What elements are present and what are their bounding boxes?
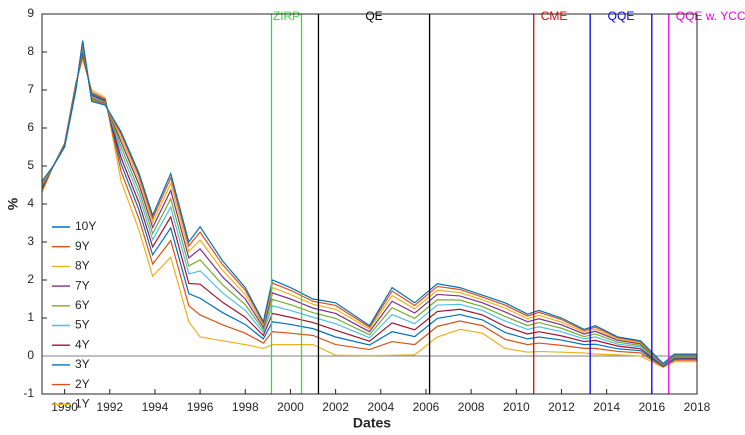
x-tick-label: 2016 [638, 400, 665, 414]
legend-label: 10Y [75, 219, 96, 233]
x-tick-label: 2018 [684, 400, 711, 414]
x-tick-label: 1994 [142, 400, 169, 414]
y-tick-label: 5 [27, 158, 34, 172]
series-line [41, 48, 697, 366]
x-tick-label: 1992 [96, 400, 123, 414]
x-tick-label: 1996 [187, 400, 214, 414]
legend-label: 6Y [75, 298, 90, 312]
x-tick-label: 2014 [593, 400, 620, 414]
series-line [41, 46, 697, 366]
x-tick-label: 2006 [413, 400, 440, 414]
y-tick-label: 7 [27, 82, 34, 96]
x-tick-label: 1998 [232, 400, 259, 414]
x-tick-label: 2010 [503, 400, 530, 414]
event-label: CME [541, 9, 568, 23]
y-tick-label: 1 [27, 310, 34, 324]
x-tick-label: 2012 [548, 400, 575, 414]
y-tick-label: 3 [27, 234, 34, 248]
axes-box [41, 13, 698, 395]
event-label: ZIRP [273, 9, 300, 23]
legend-label: 9Y [75, 239, 90, 253]
x-tick-label: 2004 [367, 400, 394, 414]
event-label: QQE w. YCC [676, 9, 745, 23]
legend-label: 8Y [75, 259, 90, 273]
series-line [41, 52, 697, 367]
legend-label: 7Y [75, 278, 90, 292]
y-tick-label: 9 [27, 6, 34, 20]
x-tick-label: 2008 [458, 400, 485, 414]
legend-label: 1Y [75, 396, 90, 410]
y-tick-label: -1 [23, 386, 34, 400]
y-tick-label: 0 [27, 348, 34, 362]
series-line [41, 50, 697, 367]
event-label: QQE [608, 9, 635, 23]
series-line [41, 41, 697, 365]
y-axis-label: % [5, 197, 21, 210]
x-tick-label: 2000 [277, 400, 304, 414]
legend-label: 5Y [75, 318, 90, 332]
legend-label: 3Y [75, 357, 90, 371]
legend-label: 4Y [75, 337, 90, 351]
event-label: QE [365, 9, 382, 23]
series-line [41, 55, 697, 368]
series-line [41, 40, 697, 365]
x-axis-label: Dates [353, 415, 391, 431]
series-line [41, 44, 697, 366]
series-line [41, 57, 697, 369]
x-tick-label: 2002 [322, 400, 349, 414]
series-line [41, 42, 697, 365]
y-tick-label: 6 [27, 120, 34, 134]
y-tick-label: 2 [27, 272, 34, 286]
y-tick-label: 8 [27, 44, 34, 58]
y-tick-label: 4 [27, 196, 34, 210]
legend-label: 2Y [75, 377, 90, 391]
